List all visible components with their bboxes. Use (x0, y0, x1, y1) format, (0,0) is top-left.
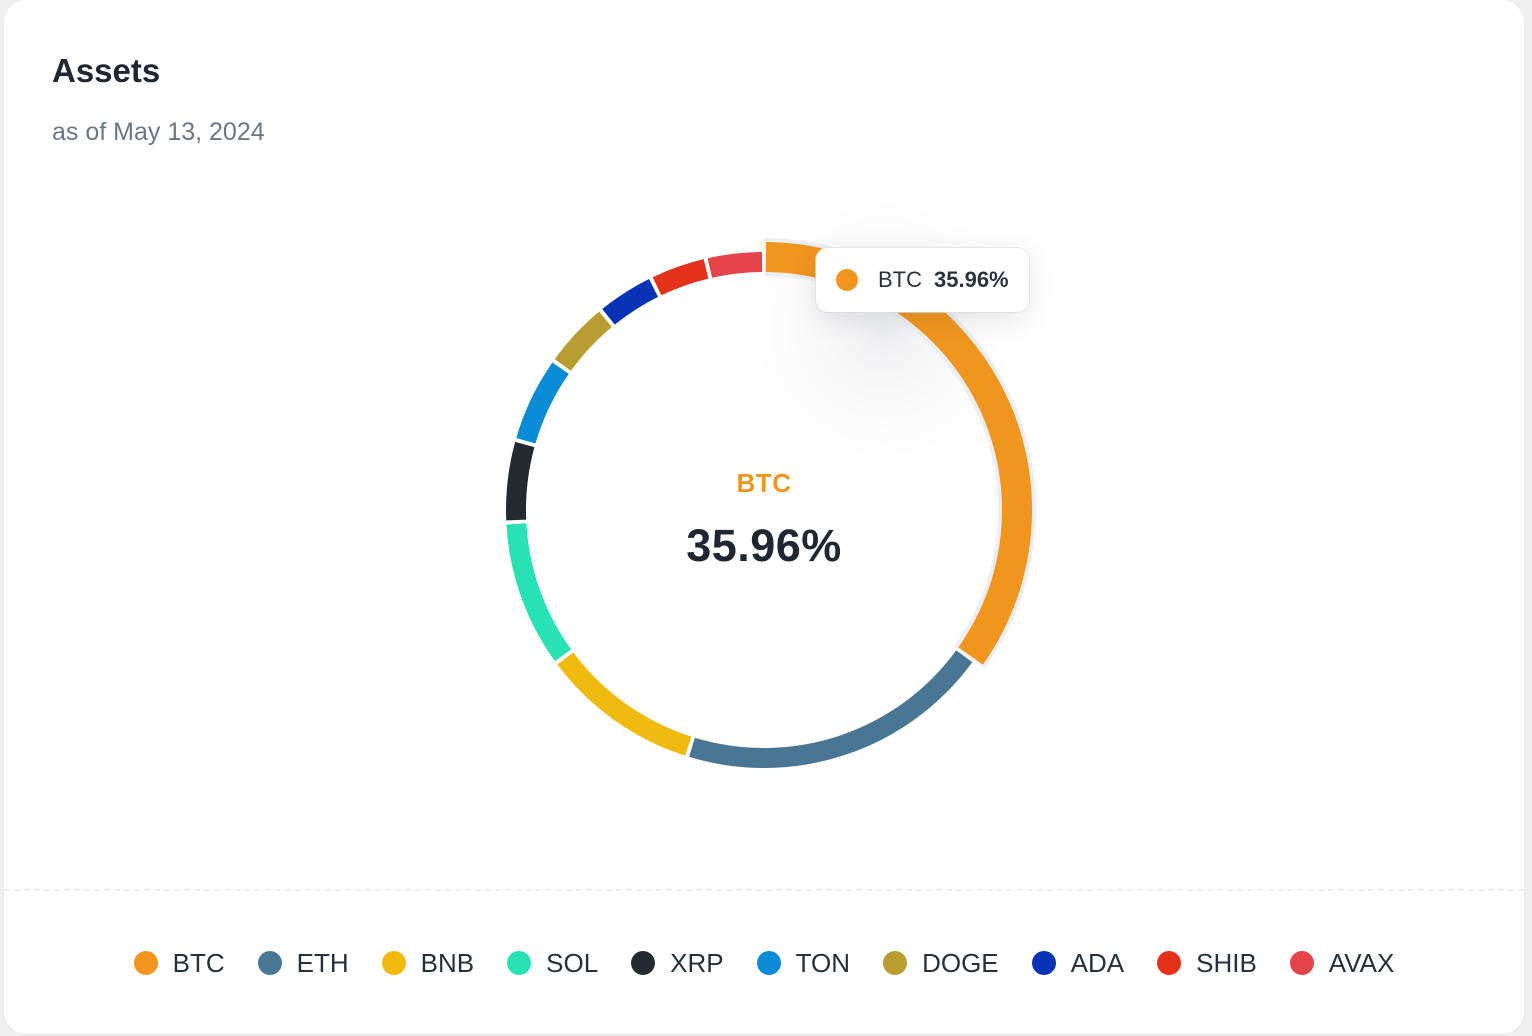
chart-legend: BTC ETH BNB SOL XRP TON DOGE ADA SHIB AVAX (4, 938, 1524, 988)
legend-item-btc[interactable]: BTC (133, 947, 225, 979)
assets-card: Assets as of May 13, 2024 BTC 35.96% BTC… (4, 0, 1524, 1034)
card-title: Assets (52, 52, 161, 89)
legend-item-bnb[interactable]: BNB (381, 947, 475, 979)
slice-ada[interactable] (602, 279, 658, 325)
legend-divider (4, 889, 1524, 891)
legend-dot-ada (1031, 951, 1056, 975)
slice-avax[interactable] (707, 252, 763, 278)
legend-dot-bnb (381, 951, 406, 975)
legend-label-btc: BTC (172, 947, 225, 978)
legend-label-eth: ETH (296, 947, 349, 978)
slice-ton[interactable] (516, 362, 569, 444)
slice-eth[interactable] (689, 650, 973, 769)
legend-label-xrp: XRP (670, 947, 724, 978)
slice-btc[interactable] (765, 242, 1032, 665)
legend-item-xrp[interactable]: XRP (631, 947, 724, 979)
tooltip-label: BTC (878, 267, 922, 292)
donut-chart (506, 150, 1064, 769)
tooltip-value: 35.96% (934, 267, 1009, 292)
legend-item-ton[interactable]: TON (756, 947, 851, 979)
legend-dot-xrp (631, 951, 656, 975)
legend-label-bnb: BNB (420, 947, 475, 978)
center-asset-value: 35.96% (686, 520, 842, 571)
legend-dot-doge (883, 951, 908, 975)
legend-item-sol[interactable]: SOL (507, 948, 598, 979)
legend-dot-eth (257, 951, 282, 975)
legend-dot-avax (1289, 951, 1314, 975)
legend-label-avax: AVAX (1328, 947, 1395, 978)
center-asset-label: BTC (736, 468, 792, 498)
legend-item-eth[interactable]: ETH (257, 947, 349, 979)
legend-label-doge: DOGE (922, 947, 999, 978)
tooltip-color-dot (836, 269, 858, 291)
legend-item-avax[interactable]: AVAX (1289, 947, 1395, 979)
slice-bnb[interactable] (557, 652, 692, 756)
legend-dot-shib (1157, 951, 1182, 975)
legend-label-sol: SOL (546, 947, 599, 978)
legend-label-ada: ADA (1070, 947, 1125, 978)
card-subtitle: as of May 13, 2024 (52, 118, 265, 146)
legend-item-doge[interactable]: DOGE (883, 948, 999, 979)
legend-dot-sol (507, 951, 532, 975)
chart-tooltip: BTC 35.96% (816, 248, 1029, 312)
slice-doge[interactable] (554, 311, 612, 371)
legend-item-ada[interactable]: ADA (1031, 947, 1125, 979)
slice-shib[interactable] (652, 259, 709, 296)
legend-dot-ton (756, 951, 781, 975)
legend-dot-btc (133, 951, 158, 975)
slice-sol[interactable] (506, 523, 572, 662)
legend-label-ton: TON (795, 947, 851, 978)
legend-label-shib: SHIB (1196, 947, 1257, 978)
legend-item-shib[interactable]: SHIB (1157, 948, 1257, 979)
slice-xrp[interactable] (506, 441, 535, 521)
donut-slices (506, 238, 1036, 769)
